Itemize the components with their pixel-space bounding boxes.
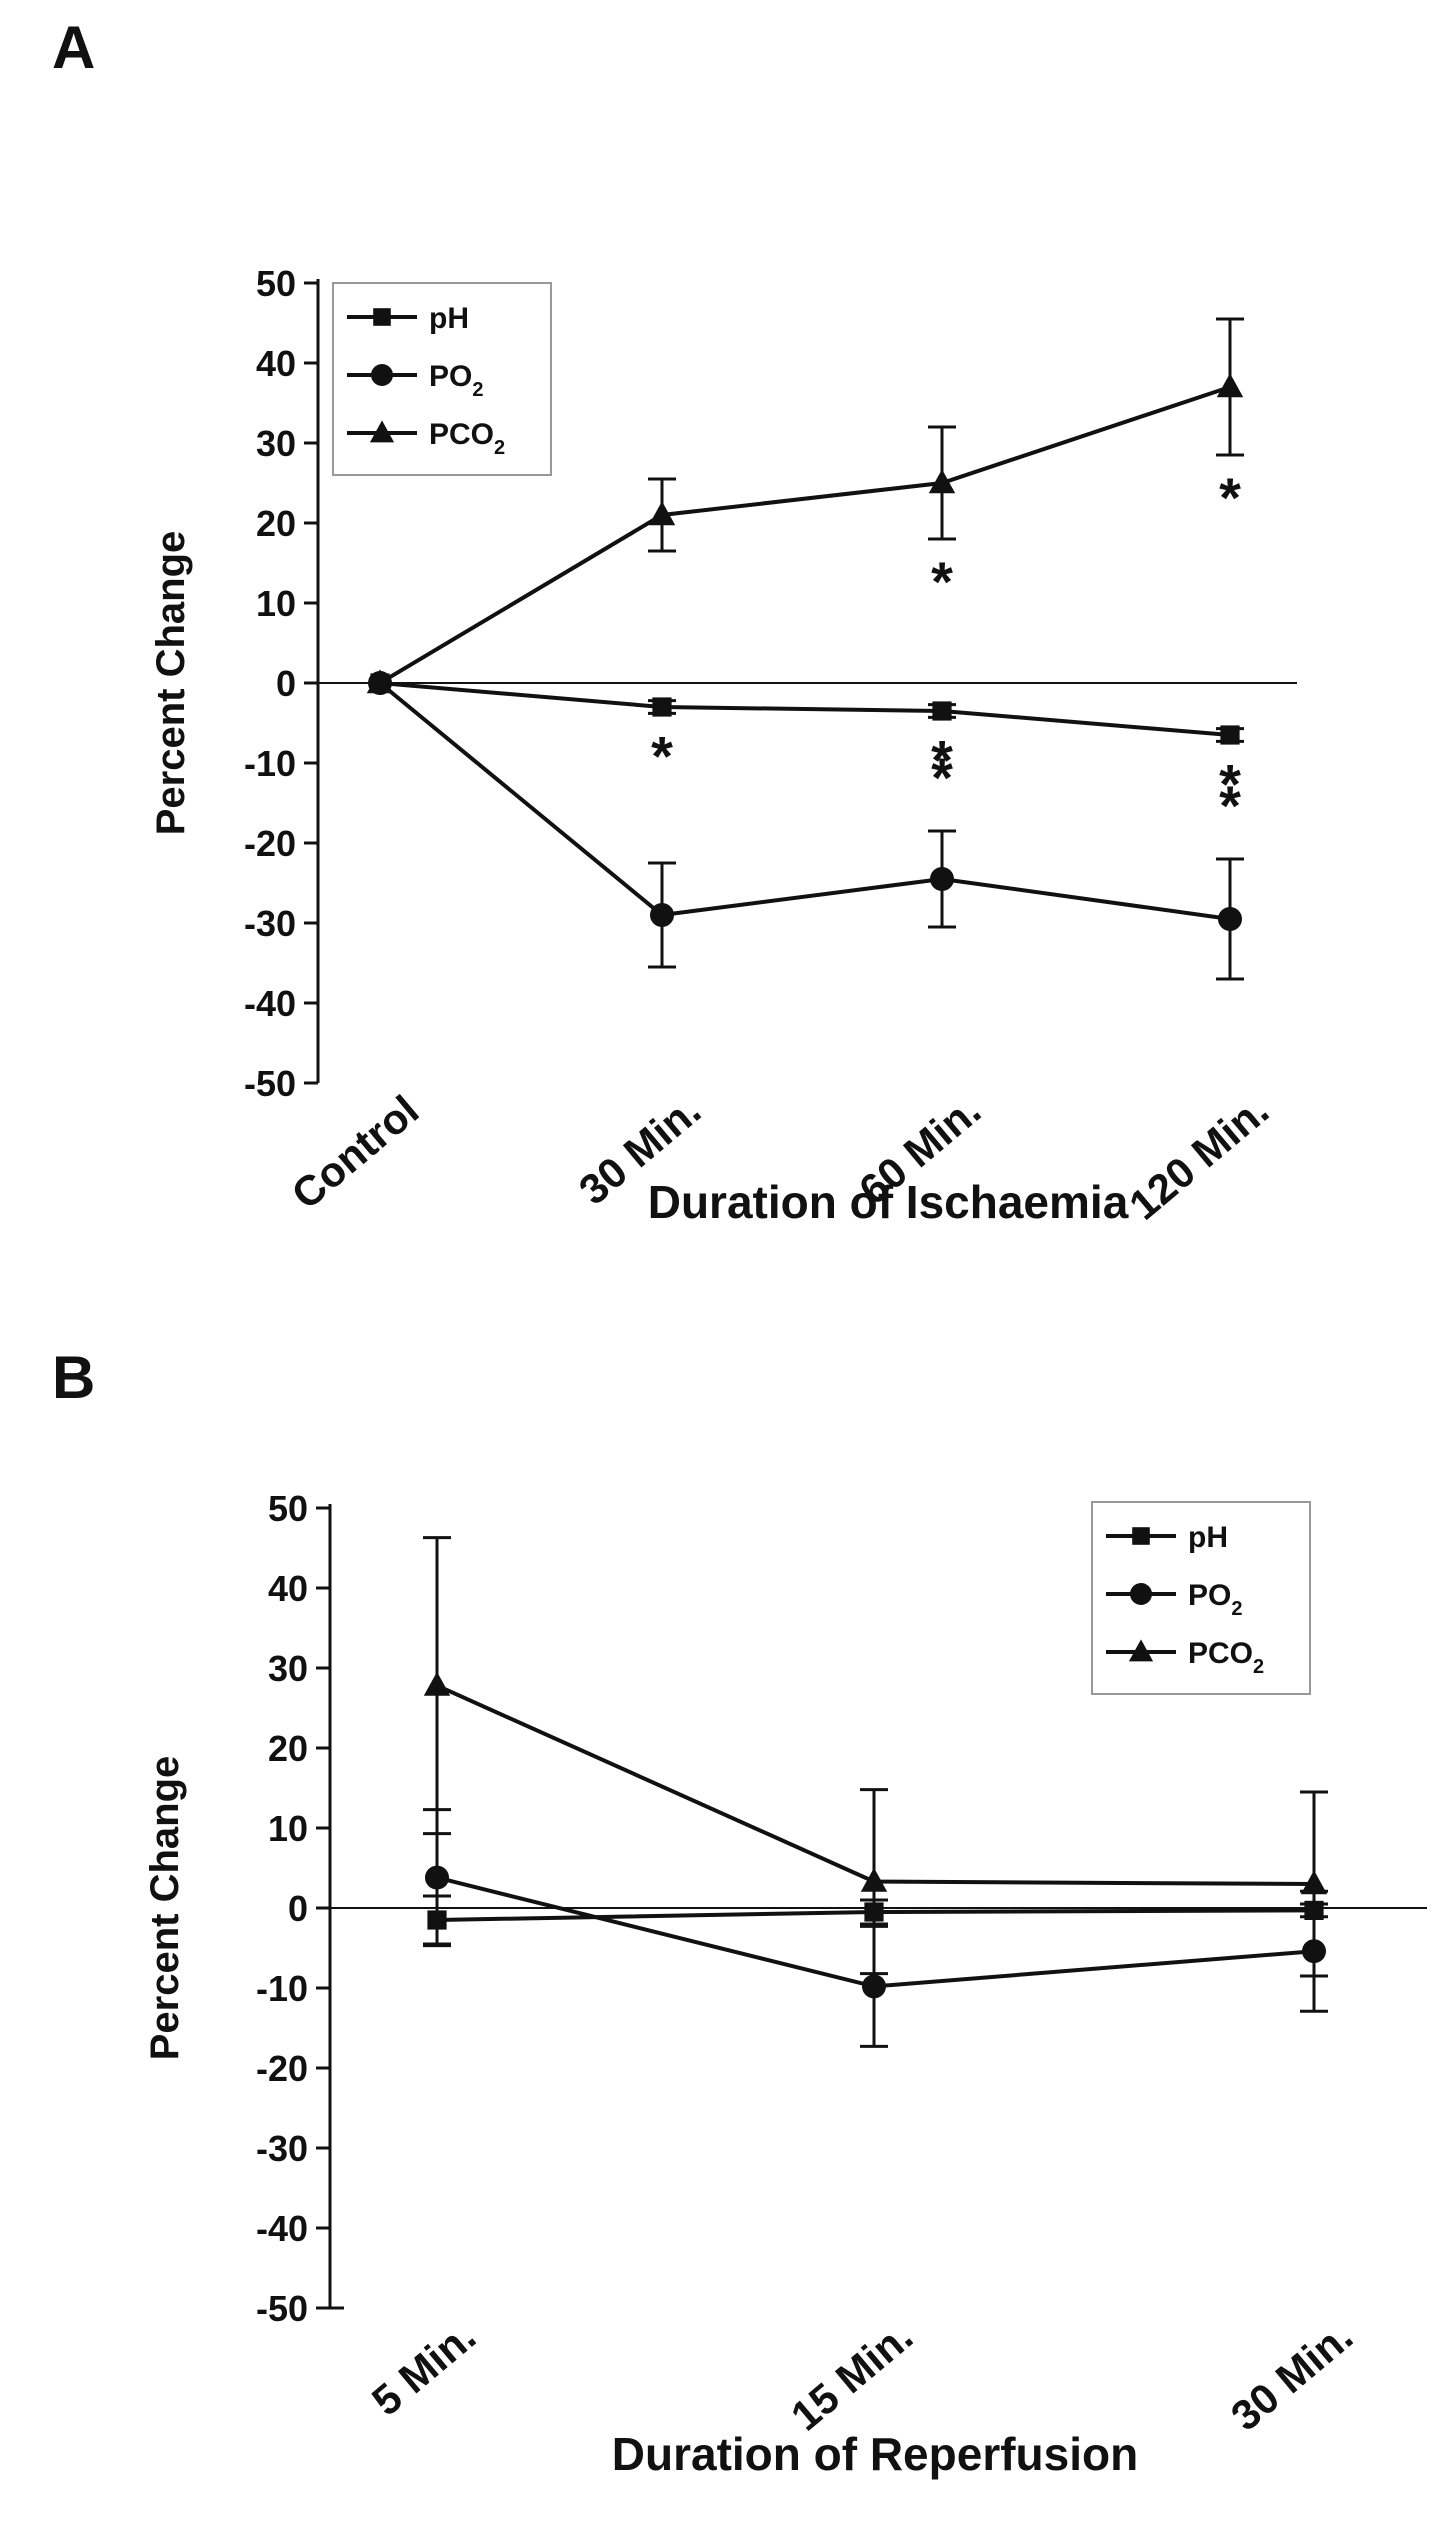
x-category-label: Control (283, 1086, 428, 1218)
y-tick-label: 30 (256, 423, 296, 464)
data-point-ph (932, 701, 952, 721)
legend-label: PO2 (1188, 1579, 1242, 1620)
significance-star: * (931, 550, 953, 613)
y-tick-label: 20 (268, 1728, 308, 1769)
significance-star: * (651, 724, 673, 787)
legend-label: PCO2 (429, 418, 505, 459)
data-point-pco2 (366, 669, 394, 694)
data-point-pco2 (1300, 1870, 1328, 1895)
x-category-label: 120 Min. (1120, 1086, 1277, 1229)
panel-b: B -50 -40 -30 -20 -10 0 10 20 30 40 50 5 Min. 15 Min.… (52, 1344, 1427, 2480)
y-tick-label: -20 (244, 823, 296, 864)
legend: pH PO2 PCO2 (332, 282, 552, 476)
y-tick-label: -40 (244, 983, 296, 1024)
data-point-pco2 (423, 1671, 451, 1696)
series-line-po2 (378, 681, 1231, 921)
series-line-ph (379, 681, 1231, 737)
y-tick-label: -50 (256, 2288, 308, 2329)
data-point-pco2 (928, 469, 956, 494)
x-category-label: 5 Min. (363, 2312, 484, 2425)
x-axis-title: Duration of Reperfusion (612, 2428, 1138, 2480)
legend-label: pH (429, 302, 469, 335)
data-point-po2 (862, 1974, 886, 1999)
y-tick-label: -10 (244, 743, 296, 784)
x-category-label: 30 Min. (1222, 2312, 1361, 2440)
y-tick-label: 50 (268, 1488, 308, 1529)
significance-star: * (931, 746, 953, 809)
y-tick-label: 0 (276, 663, 296, 704)
significance-star: * (931, 728, 953, 791)
y-tick-label: -20 (256, 2048, 308, 2089)
y-tick-label: -10 (256, 1968, 308, 2009)
y-tick-label: 20 (256, 503, 296, 544)
legend: pH PO2 PCO2 (1091, 1501, 1311, 1695)
legend-label: pH (1188, 1521, 1228, 1554)
y-tick-label: 30 (268, 1648, 308, 1689)
series-line-pco2 (378, 385, 1231, 685)
panel-letter: B (52, 1344, 95, 1411)
data-point-po2 (650, 903, 674, 927)
y-tick-label: -40 (256, 2208, 308, 2249)
legend-marker-po2 (371, 364, 393, 386)
significance-star: * (1219, 774, 1241, 837)
data-point-pco2 (1216, 373, 1244, 398)
legend-marker-po2 (1130, 1583, 1152, 1605)
data-point-po2 (425, 1865, 449, 1890)
panel-letter: A (52, 14, 95, 81)
y-tick-label: -30 (256, 2128, 308, 2169)
y-tick-label: 40 (256, 343, 296, 384)
data-point-po2 (1218, 907, 1242, 931)
data-point-po2 (930, 867, 954, 891)
y-tick-label: -50 (244, 1063, 296, 1104)
legend-marker-ph (373, 308, 391, 326)
legend-marker-ph (1132, 1527, 1150, 1545)
y-tick-label: 10 (268, 1808, 308, 1849)
significance-star: * (1219, 752, 1241, 815)
legend-marker-pco2 (1128, 1639, 1154, 1662)
y-axis-title: Percent Change (149, 531, 193, 836)
legend-marker-pco2 (369, 420, 395, 443)
data-point-pco2 (860, 1867, 888, 1892)
x-axis-title: Duration of Ischaemia (648, 1176, 1129, 1228)
legend-label: PO2 (429, 360, 483, 401)
y-tick-label: 50 (256, 263, 296, 304)
data-point-ph (1220, 725, 1240, 745)
data-point-ph (652, 697, 672, 717)
significance-star: * (1219, 466, 1241, 529)
x-category-label: 15 Min. (782, 2312, 921, 2440)
y-tick-label: 0 (288, 1888, 308, 1929)
data-point-pco2 (648, 501, 676, 526)
y-tick-label: 10 (256, 583, 296, 624)
y-tick-label: -30 (244, 903, 296, 944)
y-axis-title: Percent Change (143, 1756, 187, 2061)
legend-label: PCO2 (1188, 1637, 1264, 1678)
y-tick-label: 40 (268, 1568, 308, 1609)
